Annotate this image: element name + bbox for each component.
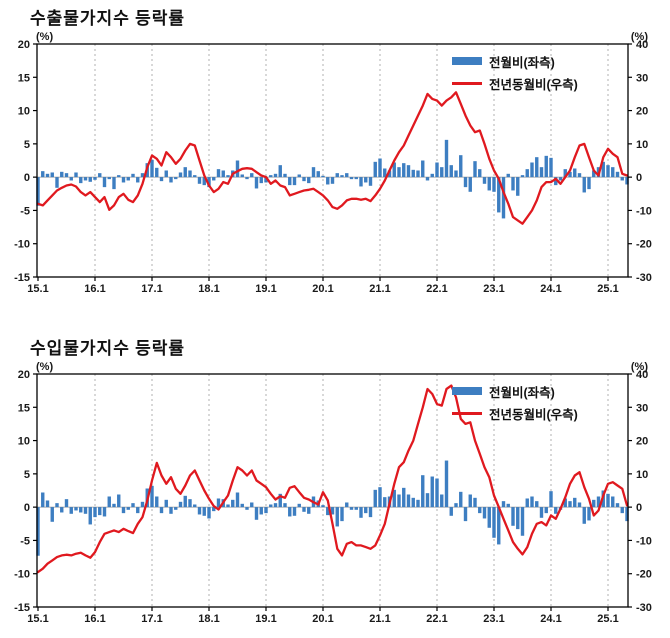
svg-text:-30: -30 — [636, 272, 652, 284]
svg-text:30: 30 — [636, 402, 648, 414]
svg-text:15.1: 15.1 — [27, 613, 48, 625]
svg-text:10: 10 — [18, 436, 30, 448]
svg-text:0: 0 — [636, 172, 642, 184]
svg-text:17.1: 17.1 — [141, 283, 162, 295]
svg-text:30: 30 — [636, 72, 648, 84]
svg-text:16.1: 16.1 — [84, 283, 105, 295]
svg-text:0: 0 — [24, 502, 30, 514]
svg-text:-5: -5 — [20, 205, 30, 217]
svg-text:20.1: 20.1 — [312, 283, 333, 295]
export-chart-title: 수출물가지수 등락률 — [30, 9, 186, 28]
svg-text:40: 40 — [636, 39, 648, 51]
import-chart-title: 수입물가지수 등락률 — [30, 339, 186, 358]
export-chart-canvas: 20 15 10 5 0 -5 -10 -15 40 30 20 10 0 -10 -20 -30 15.1 16… — [14, 31, 652, 295]
svg-text:20: 20 — [18, 39, 30, 51]
svg-text:19.1: 19.1 — [255, 283, 276, 295]
svg-text:10: 10 — [636, 469, 648, 481]
svg-text:10: 10 — [18, 106, 30, 118]
svg-text:15: 15 — [18, 402, 30, 414]
legend-item-yoy: 전년동월비(우측) — [452, 402, 578, 424]
svg-text:0: 0 — [24, 172, 30, 184]
svg-text:40: 40 — [636, 369, 648, 381]
import-chart-canvas: 20 15 10 5 0 -5 -10 -15 40 30 20 10 0 -10 -20 -30 15.1 16… — [14, 361, 652, 625]
svg-text:15: 15 — [18, 72, 30, 84]
svg-text:20: 20 — [636, 106, 648, 118]
svg-text:-10: -10 — [14, 569, 30, 581]
svg-text:-10: -10 — [14, 239, 30, 251]
legend-label-yoy: 전년동월비(우측) — [489, 77, 578, 92]
svg-text:0: 0 — [636, 502, 642, 514]
svg-text:18.1: 18.1 — [198, 613, 219, 625]
legend-item-mom: 전월비(좌측) — [452, 380, 578, 402]
svg-text:22.1: 22.1 — [426, 613, 447, 625]
svg-text:23.1: 23.1 — [483, 613, 504, 625]
bar-series-swatch-icon — [452, 387, 482, 395]
import-chart-legend: 전월비(좌측) 전년동월비(우측) — [452, 380, 578, 424]
svg-text:5: 5 — [24, 469, 30, 481]
export-chart-plot-area: 20 15 10 5 0 -5 -10 -15 40 30 20 10 0 -10 -20 -30 15.1 16… — [0, 30, 670, 298]
svg-text:21.1: 21.1 — [369, 613, 390, 625]
svg-text:(%): (%) — [36, 361, 53, 373]
svg-text:20: 20 — [18, 369, 30, 381]
legend-item-yoy: 전년동월비(우측) — [452, 72, 578, 94]
svg-text:-20: -20 — [636, 239, 652, 251]
legend-label-mom: 전월비(좌측) — [489, 55, 555, 70]
svg-text:10: 10 — [636, 139, 648, 151]
svg-text:20: 20 — [636, 436, 648, 448]
svg-text:18.1: 18.1 — [198, 283, 219, 295]
svg-text:-30: -30 — [636, 602, 652, 614]
svg-text:24.1: 24.1 — [540, 283, 561, 295]
export-chart-legend: 전월비(좌측) 전년동월비(우측) — [452, 50, 578, 94]
svg-text:(%): (%) — [36, 31, 53, 43]
bar-series-swatch-icon — [452, 57, 482, 65]
line-series-swatch-icon — [452, 411, 482, 415]
legend-label-mom: 전월비(좌측) — [489, 385, 555, 400]
import-chart-plot-area: 20 15 10 5 0 -5 -10 -15 40 30 20 10 0 -10 -20 -30 15.1 16… — [0, 360, 670, 628]
svg-text:23.1: 23.1 — [483, 283, 504, 295]
svg-text:(%): (%) — [631, 361, 648, 373]
svg-text:21.1: 21.1 — [369, 283, 390, 295]
svg-text:-15: -15 — [14, 272, 30, 284]
svg-text:25.1: 25.1 — [597, 283, 618, 295]
svg-text:-10: -10 — [636, 535, 652, 547]
svg-text:16.1: 16.1 — [84, 613, 105, 625]
svg-text:25.1: 25.1 — [597, 613, 618, 625]
svg-text:22.1: 22.1 — [426, 283, 447, 295]
svg-text:(%): (%) — [631, 31, 648, 43]
export-price-chart-section: 수출물가지수 등락률 20 15 10 5 0 -5 -10 -15 40 30 20 10 0 -10 -… — [0, 8, 670, 298]
svg-text:19.1: 19.1 — [255, 613, 276, 625]
line-series-swatch-icon — [452, 81, 482, 85]
svg-text:-5: -5 — [20, 535, 30, 547]
import-price-chart-section: 수입물가지수 등락률 20 15 10 5 0 -5 -10 -15 40 30 20 10 0 -10 -… — [0, 338, 670, 628]
svg-text:-10: -10 — [636, 205, 652, 217]
svg-text:15.1: 15.1 — [27, 283, 48, 295]
svg-text:-20: -20 — [636, 569, 652, 581]
svg-text:17.1: 17.1 — [141, 613, 162, 625]
svg-text:-15: -15 — [14, 602, 30, 614]
svg-text:24.1: 24.1 — [540, 613, 561, 625]
legend-item-mom: 전월비(좌측) — [452, 50, 578, 72]
legend-label-yoy: 전년동월비(우측) — [489, 407, 578, 422]
svg-text:20.1: 20.1 — [312, 613, 333, 625]
svg-text:5: 5 — [24, 139, 30, 151]
